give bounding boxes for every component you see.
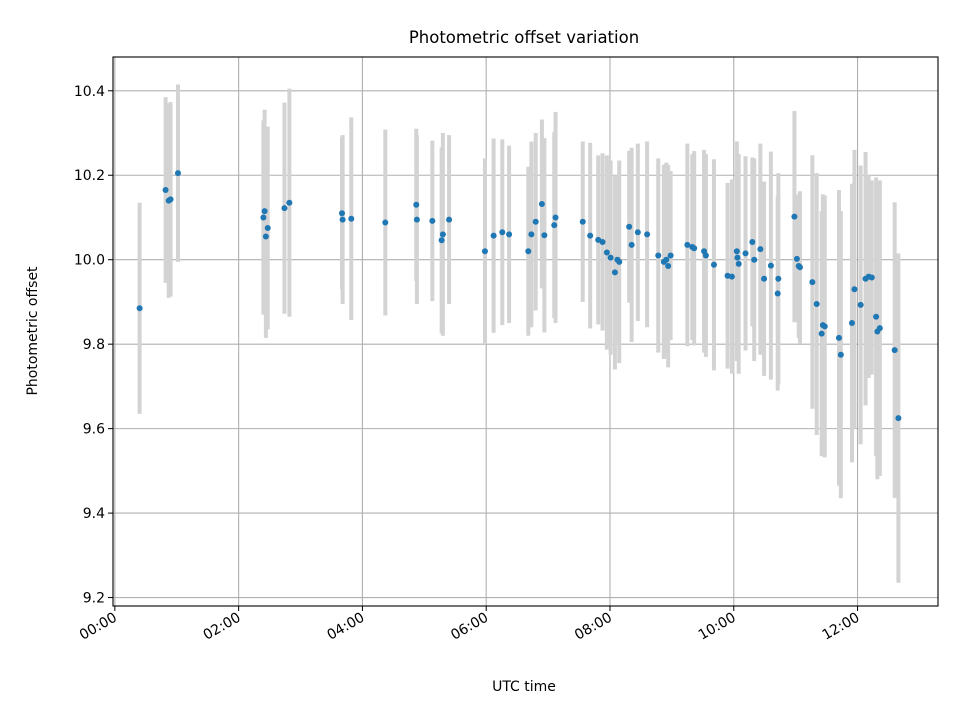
data-point [684, 241, 691, 248]
data-point [742, 250, 749, 257]
data-point [796, 264, 803, 271]
data-point [626, 223, 633, 230]
data-point [655, 252, 662, 259]
y-tick-label: 10.2 [74, 168, 105, 184]
y-axis-label: Photometric offset [25, 266, 41, 396]
y-tick-label: 9.4 [83, 506, 105, 522]
y-tick-label: 10.4 [74, 84, 105, 100]
data-point [261, 208, 268, 215]
data-point [665, 263, 672, 270]
data-point [587, 232, 594, 239]
data-point [616, 258, 623, 265]
data-point [438, 237, 445, 244]
data-point [382, 219, 389, 226]
data-point [868, 274, 875, 281]
data-point [552, 214, 559, 221]
data-point [775, 275, 782, 282]
data-point [809, 279, 816, 286]
y-tick-label: 9.6 [83, 422, 105, 438]
data-point [525, 248, 532, 255]
data-point [691, 245, 698, 252]
grid [113, 57, 938, 606]
data-point [774, 290, 781, 297]
data-point [644, 231, 651, 238]
data-point [628, 241, 635, 248]
data-point [339, 216, 346, 223]
data-point [603, 249, 610, 256]
data-point [446, 216, 453, 223]
data-point [663, 256, 670, 263]
plot-frame [112, 56, 939, 607]
data-points [136, 170, 902, 422]
data-point [490, 232, 497, 239]
data-point [429, 217, 436, 224]
data-point [611, 269, 618, 276]
data-point [634, 229, 641, 236]
data-point [167, 196, 174, 203]
data-point [481, 248, 488, 255]
data-point [532, 218, 539, 225]
data-point [579, 218, 586, 225]
data-point [735, 260, 742, 267]
data-point [174, 170, 181, 177]
data-point [873, 313, 880, 320]
data-point [607, 254, 614, 261]
data-point [791, 213, 798, 220]
data-point [751, 256, 758, 263]
data-point [264, 225, 271, 232]
data-point [541, 232, 548, 239]
data-point [835, 334, 842, 341]
data-point [702, 252, 709, 259]
data-point [413, 201, 420, 208]
data-point [162, 187, 169, 194]
data-point [439, 231, 446, 238]
data-point [538, 200, 545, 207]
y-tick-label: 9.2 [83, 591, 105, 607]
data-point [551, 222, 558, 229]
data-point [281, 205, 288, 212]
data-point [338, 210, 345, 217]
data-point [286, 199, 293, 206]
data-point [818, 330, 825, 337]
data-point [848, 320, 855, 327]
data-point [599, 238, 606, 245]
data-point [813, 301, 820, 308]
data-point [876, 325, 883, 332]
data-point [761, 275, 768, 282]
data-point [851, 286, 858, 293]
data-point [260, 214, 267, 221]
data-point [821, 323, 828, 330]
data-point [793, 255, 800, 262]
y-tick-label: 10.0 [74, 253, 105, 269]
data-point [710, 261, 717, 268]
data-point [757, 246, 764, 253]
data-point [348, 215, 355, 222]
data-point [837, 351, 844, 358]
data-point [749, 238, 756, 245]
data-point [499, 229, 506, 236]
data-point [733, 248, 740, 255]
data-point [895, 415, 902, 422]
data-point [506, 231, 513, 238]
y-axis-ticks: 9.2 9.4 9.6 9.8 10.0 10.2 10.4 [74, 84, 113, 607]
data-point [667, 252, 674, 259]
data-point [891, 347, 898, 354]
data-point [767, 262, 774, 269]
data-point [728, 273, 735, 280]
data-point [528, 231, 535, 238]
data-point [857, 301, 864, 308]
x-axis-label: UTC time [492, 679, 556, 695]
data-point [413, 216, 420, 223]
data-point [136, 305, 143, 312]
chart-title: Photometric offset variation [409, 28, 639, 47]
data-point [262, 233, 269, 240]
y-tick-label: 9.8 [83, 337, 105, 353]
data-point [734, 254, 741, 261]
